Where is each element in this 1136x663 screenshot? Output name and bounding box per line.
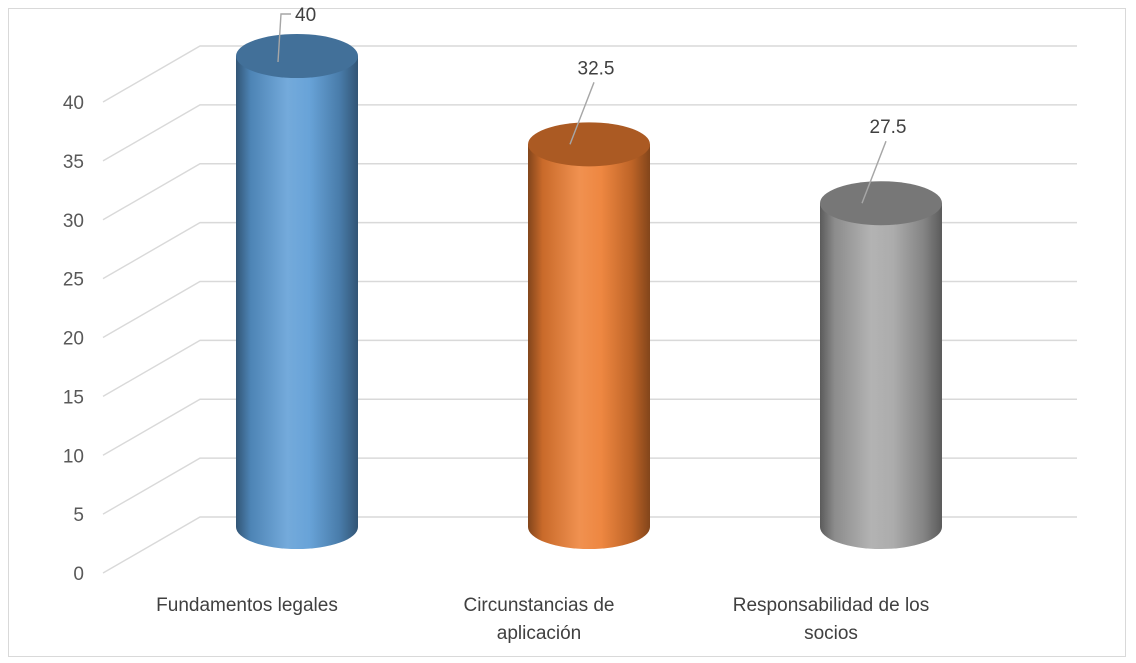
category-label: Responsabilidad de los socios <box>733 595 929 644</box>
category-label: Fundamentos legales <box>156 595 338 616</box>
y-tick-label: 40 <box>63 93 84 114</box>
category-label-line: Responsabilidad de los <box>733 595 929 616</box>
bar-1 <box>236 34 358 549</box>
category-label-line: aplicación <box>497 623 582 644</box>
y-tick-label: 20 <box>63 329 84 350</box>
category-label-line: Circunstancias de <box>463 595 614 616</box>
bar-top <box>236 34 358 78</box>
y-tick-label: 0 <box>73 564 84 585</box>
category-label-line: socios <box>804 623 858 644</box>
bar-top <box>528 122 650 166</box>
data-label: 27.5 <box>870 117 907 138</box>
y-axis-ticks: 0 5 10 15 20 25 30 35 40 <box>63 93 84 585</box>
y-tick-label: 35 <box>63 152 84 173</box>
bars <box>236 34 942 549</box>
bar-body <box>820 203 942 549</box>
bar-3 <box>820 181 942 549</box>
category-label: Circunstancias de aplicación <box>463 595 614 644</box>
y-tick-label: 5 <box>73 505 84 526</box>
data-label: 40 <box>295 5 316 26</box>
bar-body <box>528 144 650 549</box>
y-tick-label: 25 <box>63 270 84 291</box>
y-tick-label: 15 <box>63 387 84 408</box>
x-axis-categories: Fundamentos legales Circunstancias de apli… <box>156 595 929 644</box>
bar-top <box>820 181 942 225</box>
bar-body <box>236 56 358 549</box>
bar-2 <box>528 122 650 549</box>
category-label-line: Fundamentos legales <box>156 595 338 616</box>
data-label: 32.5 <box>578 58 615 79</box>
y-tick-label: 10 <box>63 446 84 467</box>
y-tick-label: 30 <box>63 211 84 232</box>
